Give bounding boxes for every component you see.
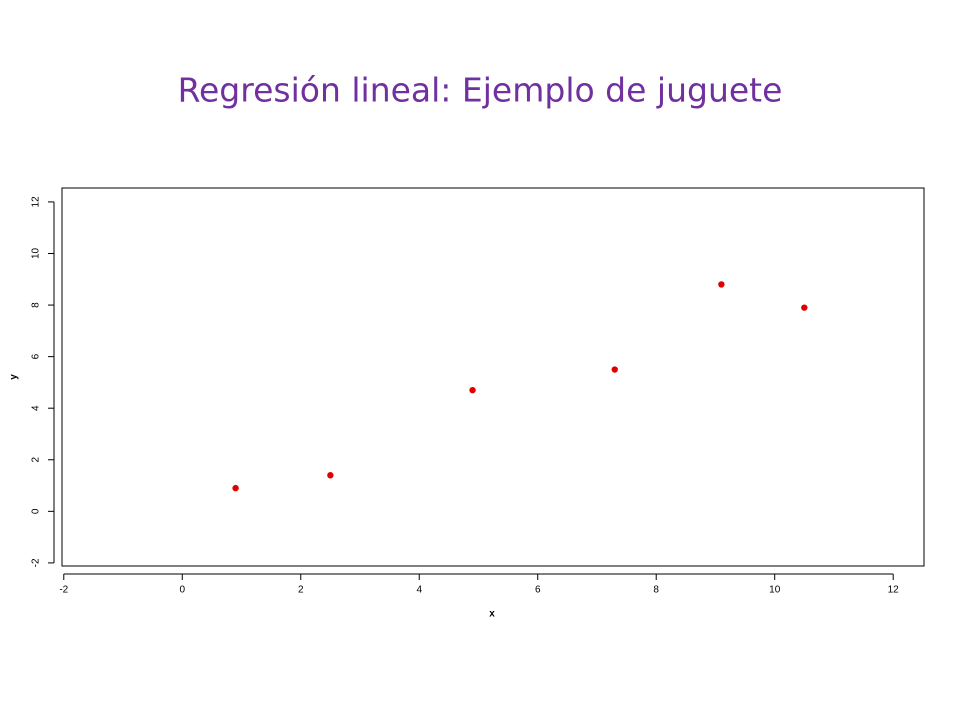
x-tick-label: 12 (888, 585, 900, 596)
y-tick-label: -2 (31, 558, 42, 567)
y-tick-label: 6 (31, 353, 42, 359)
point (611, 366, 618, 373)
y-tick-label: 2 (31, 457, 42, 463)
x-tick-label: 6 (535, 585, 541, 596)
point (232, 484, 239, 492)
point (801, 304, 808, 311)
x-tick-label: 10 (769, 585, 781, 596)
x-tick-label: 0 (179, 585, 185, 596)
x-tick-label: 2 (298, 585, 304, 596)
y-axis-label: y (9, 374, 20, 380)
x-axis-label: x (489, 609, 495, 620)
x-tick-label: 4 (416, 585, 422, 596)
point (718, 281, 725, 288)
point (327, 472, 334, 479)
y-tick-label: 12 (31, 196, 42, 208)
y-tick-label: 0 (31, 508, 42, 514)
slide-title: Regresión lineal: Ejemplo de juguete (178, 71, 783, 110)
y-tick-label: 10 (31, 247, 42, 259)
point (469, 386, 476, 394)
y-tick-label: 4 (31, 405, 42, 411)
x-tick-label: 8 (653, 585, 659, 596)
plot-box (61, 187, 925, 567)
x-tick-label: -2 (59, 585, 68, 596)
y-tick-label: 8 (31, 302, 42, 308)
